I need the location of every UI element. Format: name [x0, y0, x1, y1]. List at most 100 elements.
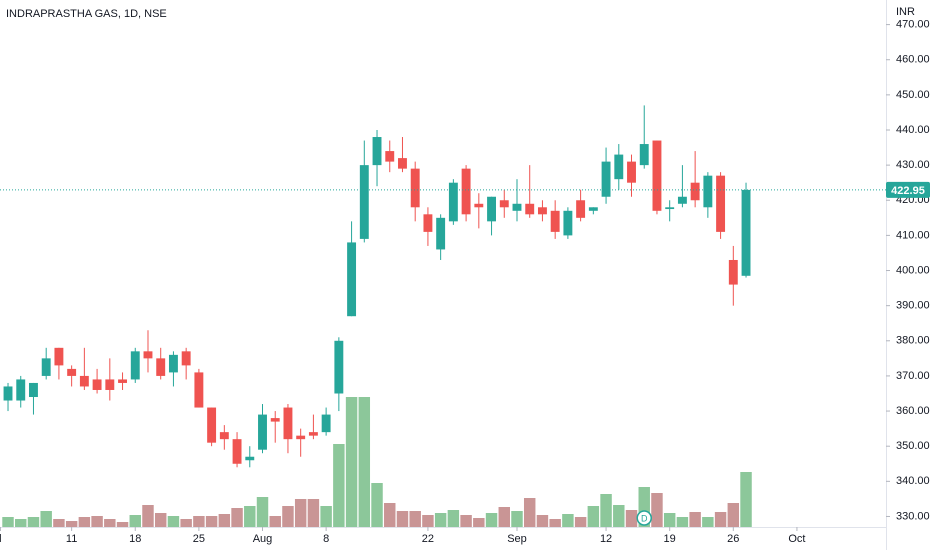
volume-bar: [218, 514, 231, 527]
y-tick-label: 350.00: [896, 440, 930, 452]
candle-body: [194, 372, 204, 408]
volume-bar: [180, 519, 192, 527]
volume-bar: [651, 493, 663, 527]
x-tick-label: 12: [600, 533, 612, 545]
y-tick-label: 360.00: [896, 405, 930, 417]
candle-body: [525, 203, 535, 215]
candle-body: [499, 200, 509, 208]
candle-body: [385, 151, 395, 162]
candle-body: [41, 358, 51, 376]
candle-body: [308, 432, 318, 436]
y-tick-label: 440.00: [896, 124, 930, 136]
volume-bar: [574, 517, 587, 527]
volume-bar: [154, 513, 167, 527]
volume-bar: [78, 517, 91, 527]
candle-body: [258, 414, 267, 450]
volume-bar: [167, 516, 180, 527]
volume-bar: [676, 517, 689, 527]
candle-body: [716, 175, 726, 232]
volume-bar: [727, 503, 740, 527]
candle-body: [232, 439, 242, 464]
y-tick-label: 460.00: [896, 54, 930, 66]
volume-bar: [562, 514, 574, 527]
y-tick-label: 340.00: [896, 475, 930, 487]
volume-bar: [600, 494, 612, 527]
candle-body: [16, 379, 26, 401]
candle-body: [576, 200, 586, 218]
volume-bar: [53, 519, 65, 527]
volume-bar: [384, 503, 396, 527]
volume-bar: [447, 510, 460, 527]
volume-bar: [409, 511, 421, 527]
volume-bar: [307, 499, 320, 527]
candle-body: [130, 351, 140, 380]
volume-bar: [473, 518, 485, 527]
volume-bar: [536, 515, 549, 527]
candle-body: [487, 196, 496, 222]
x-tick-label: Oct: [788, 533, 805, 545]
y-tick-label: 390.00: [896, 300, 930, 312]
dividend-marker-label: D: [641, 513, 648, 523]
candle-body: [79, 375, 89, 387]
volume-bar: [294, 499, 307, 527]
volume-bar: [244, 506, 256, 527]
volume-bar: [231, 508, 243, 527]
candle-body: [410, 168, 420, 208]
x-tick-label: 11: [66, 533, 77, 545]
candle-body: [156, 358, 166, 376]
candle-body: [741, 189, 751, 276]
candle-body: [601, 161, 611, 197]
volume-bar: [333, 444, 345, 527]
candle-body: [168, 354, 178, 373]
x-tick-label: Sep: [507, 533, 527, 545]
candle-body: [398, 158, 407, 169]
candle-body: [245, 456, 255, 461]
x-tick-label: l: [0, 533, 2, 545]
volume-bar: [65, 521, 78, 527]
candle-body: [334, 340, 344, 394]
x-tick-label: 18: [129, 533, 141, 545]
y-tick-label: 430.00: [896, 159, 930, 171]
candle-body: [537, 207, 547, 215]
volume-bar: [27, 517, 40, 527]
candle-body: [614, 154, 624, 180]
candle-body: [461, 168, 471, 215]
dividend-marker: [636, 510, 652, 526]
candle-body: [627, 161, 636, 183]
candle-body: [67, 368, 77, 376]
volume-bar: [740, 472, 752, 527]
candle-body: [728, 259, 738, 285]
last-price-label: 422.95: [891, 185, 925, 197]
volume-bar: [104, 519, 116, 527]
candle-body: [54, 347, 64, 366]
candle-body: [219, 432, 229, 440]
volume-bar: [129, 515, 141, 527]
x-tick-label: 8: [323, 533, 329, 545]
y-tick-label: 470.00: [896, 18, 930, 30]
x-tick-label: 19: [664, 533, 676, 545]
volume-bar: [702, 517, 714, 527]
candle-body: [703, 175, 713, 208]
candle-body: [347, 242, 357, 317]
volume-bar: [345, 397, 358, 527]
volume-bar: [116, 522, 129, 527]
volume-bar: [320, 506, 332, 527]
candle-body: [652, 140, 662, 211]
volume-bar: [282, 506, 294, 527]
candle-body: [181, 351, 191, 366]
candle-body: [296, 435, 306, 440]
chart-title: INDRAPRASTHA GAS, 1D, NSE: [6, 8, 167, 20]
candle-body: [639, 144, 649, 166]
candle-body: [321, 414, 331, 433]
candle-body: [92, 379, 102, 390]
volume-bar: [142, 505, 154, 527]
x-tick-label: Aug: [253, 533, 273, 545]
candle-body: [550, 210, 560, 232]
candle-body: [436, 217, 446, 250]
y-tick-label: 330.00: [896, 510, 930, 522]
candle-body: [665, 207, 675, 210]
y-tick-label: 400.00: [896, 264, 930, 276]
last-price-box: [886, 181, 930, 198]
volume-bar: [485, 513, 498, 527]
